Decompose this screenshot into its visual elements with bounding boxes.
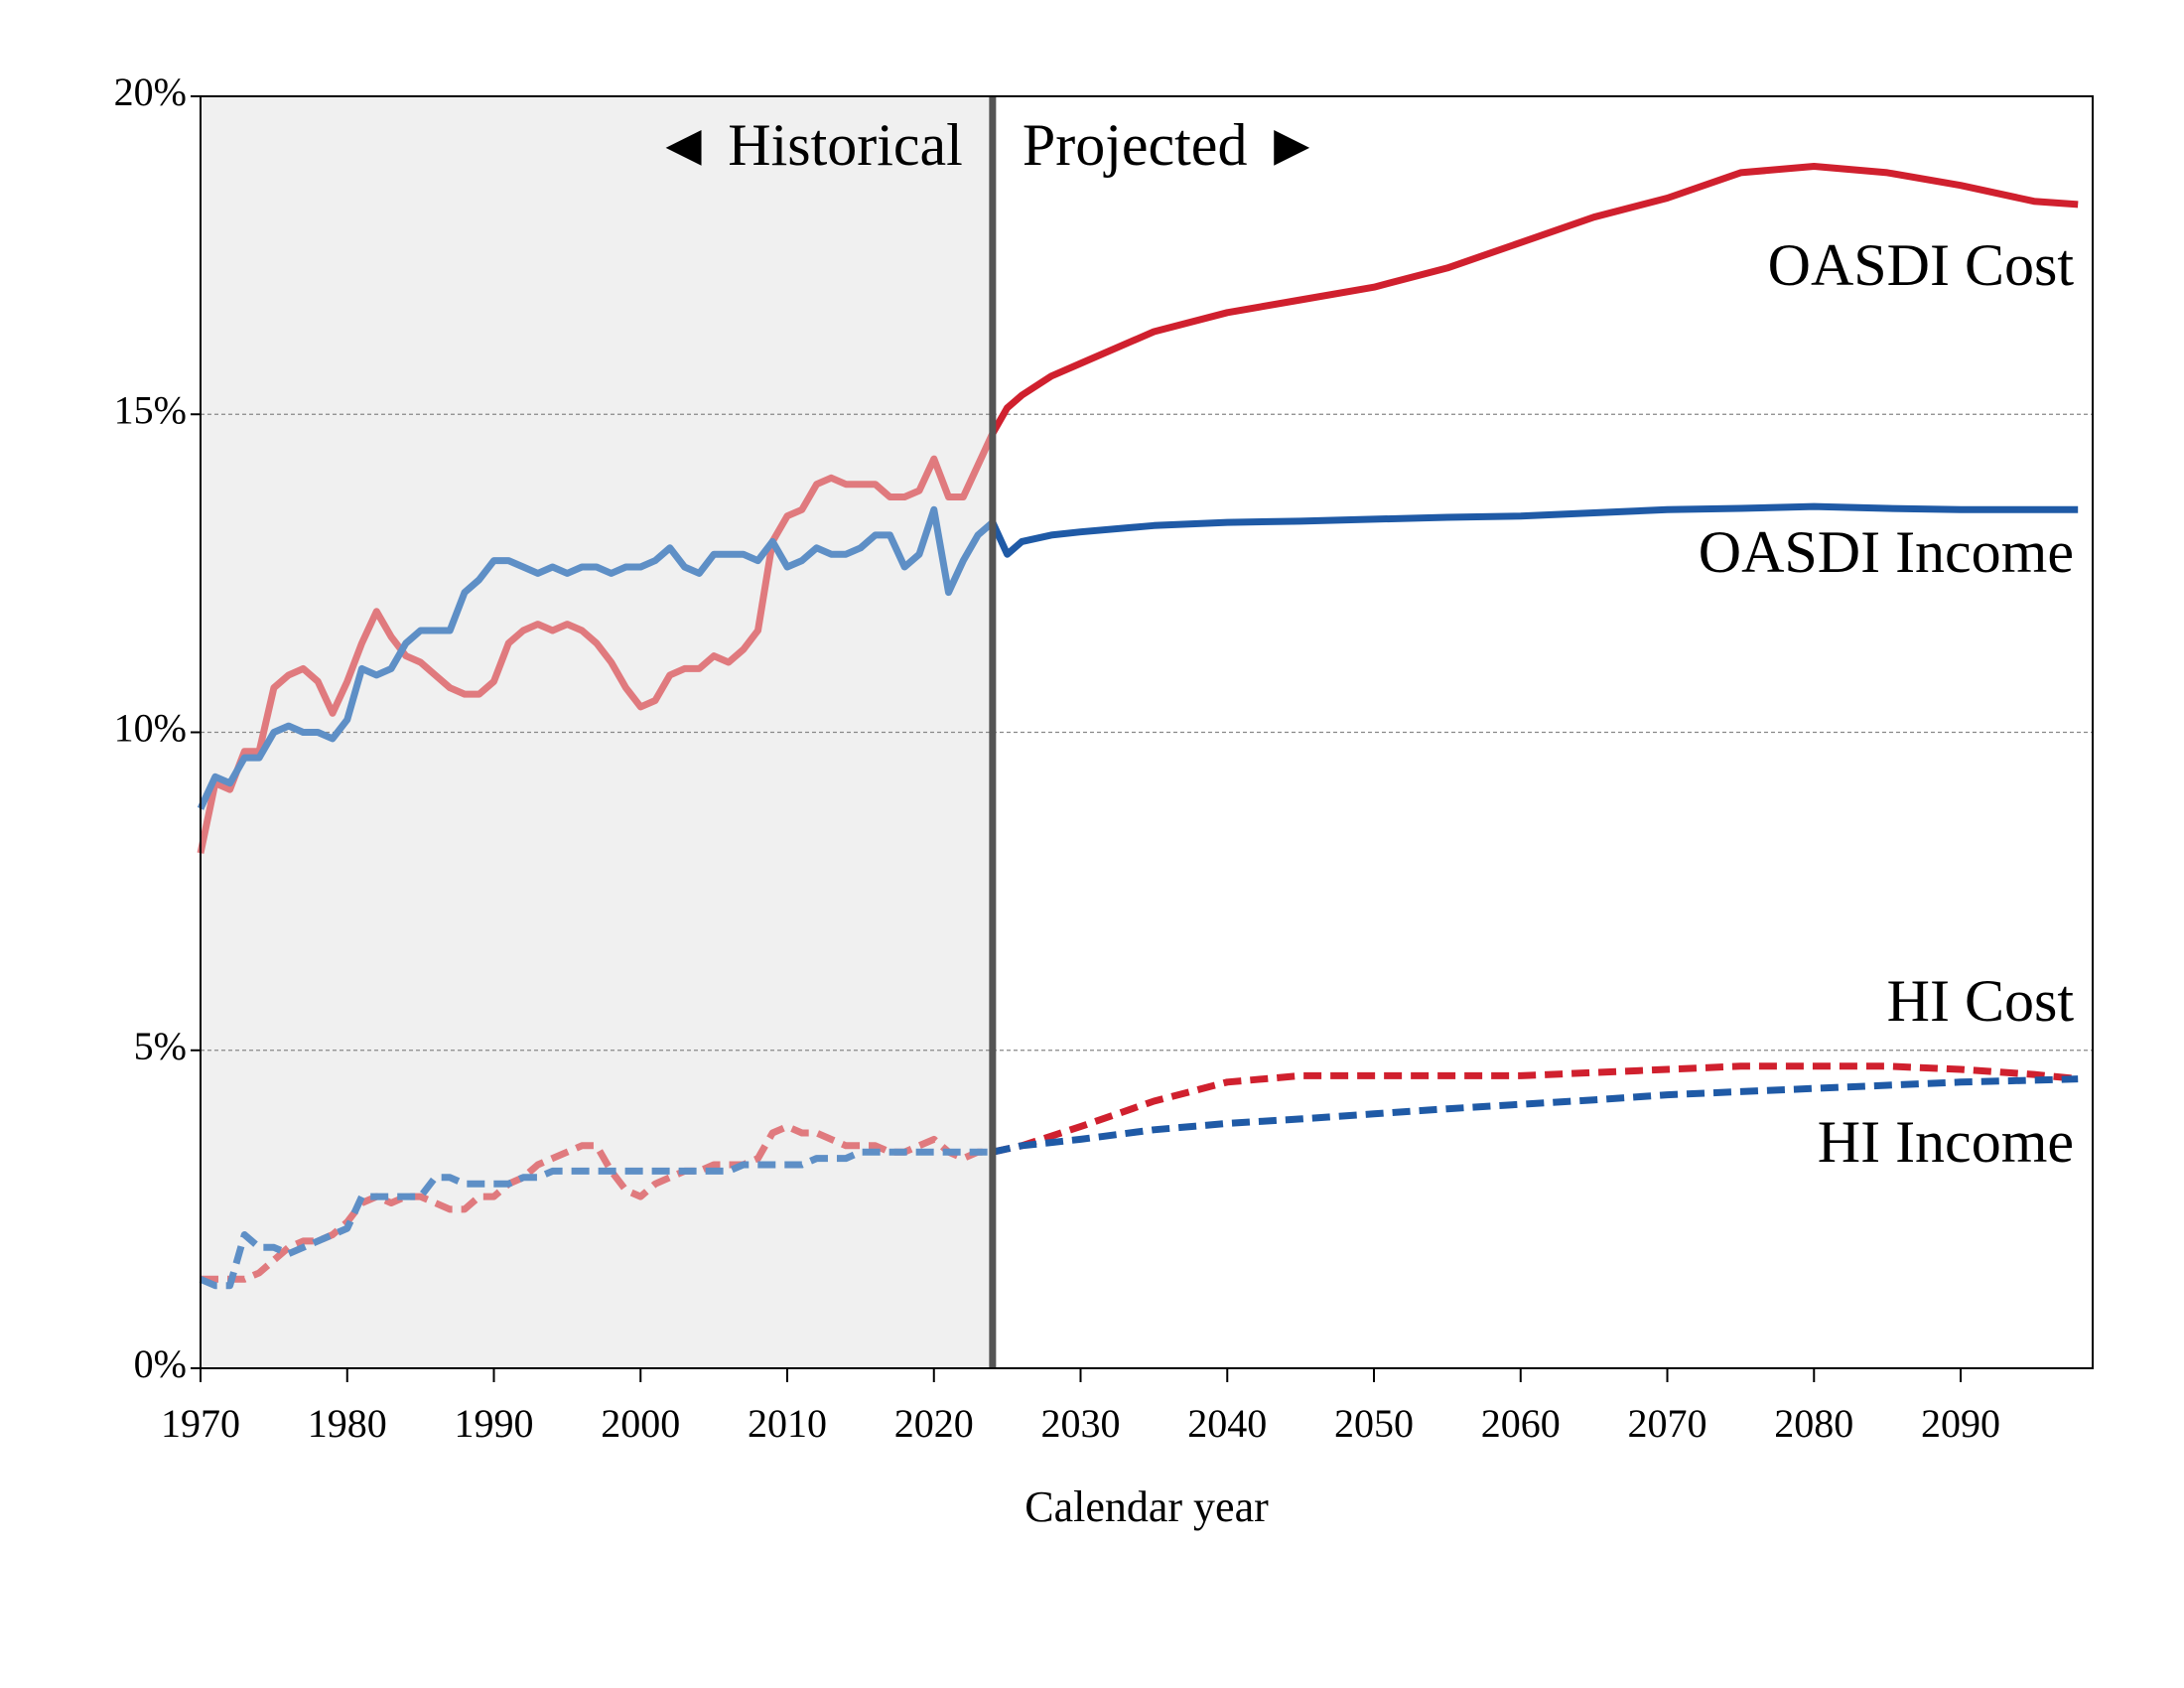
y-tick-label: 0%: [134, 1341, 187, 1386]
x-tick-label: 2020: [894, 1401, 974, 1446]
historical-note: ◄ Historical: [654, 112, 963, 178]
projected-line: [992, 1062, 2079, 1156]
historical-line: [197, 432, 997, 854]
x-tick-label: 1980: [308, 1401, 387, 1446]
x-axis-label: Calendar year: [1024, 1482, 1269, 1531]
series-label: OASDI Cost: [1768, 232, 2075, 298]
x-tick-label: 2090: [1921, 1401, 2000, 1446]
x-tick-label: 2060: [1481, 1401, 1561, 1446]
projected-note: Projected ►: [1023, 112, 1321, 178]
historical-region: [201, 96, 993, 1368]
y-tick-label: 5%: [134, 1024, 187, 1068]
historical-line: [197, 505, 996, 810]
projected-line: [989, 502, 2079, 558]
historical-line: [201, 1123, 993, 1283]
series-label: HI Cost: [1887, 968, 2075, 1034]
plot-frame: [200, 95, 2094, 1369]
x-tick-label: 2040: [1187, 1401, 1267, 1446]
x-tick-label: 2080: [1774, 1401, 1853, 1446]
x-tick-label: 2030: [1041, 1401, 1121, 1446]
projected-line: [989, 163, 2079, 436]
y-tick-label: 10%: [114, 706, 187, 751]
series-label: HI Income: [1818, 1109, 2074, 1175]
x-tick-label: 2050: [1334, 1401, 1414, 1446]
projected-line: [992, 1075, 2079, 1156]
y-tick-label: 15%: [114, 387, 187, 432]
x-tick-label: 2000: [601, 1401, 680, 1446]
x-tick-label: 2010: [748, 1401, 827, 1446]
series-label: OASDI Income: [1699, 519, 2074, 585]
x-tick-label: 1970: [161, 1401, 240, 1446]
x-tick-label: 2070: [1628, 1401, 1707, 1446]
y-tick-label: 20%: [114, 70, 187, 114]
x-tick-label: 1990: [455, 1401, 534, 1446]
